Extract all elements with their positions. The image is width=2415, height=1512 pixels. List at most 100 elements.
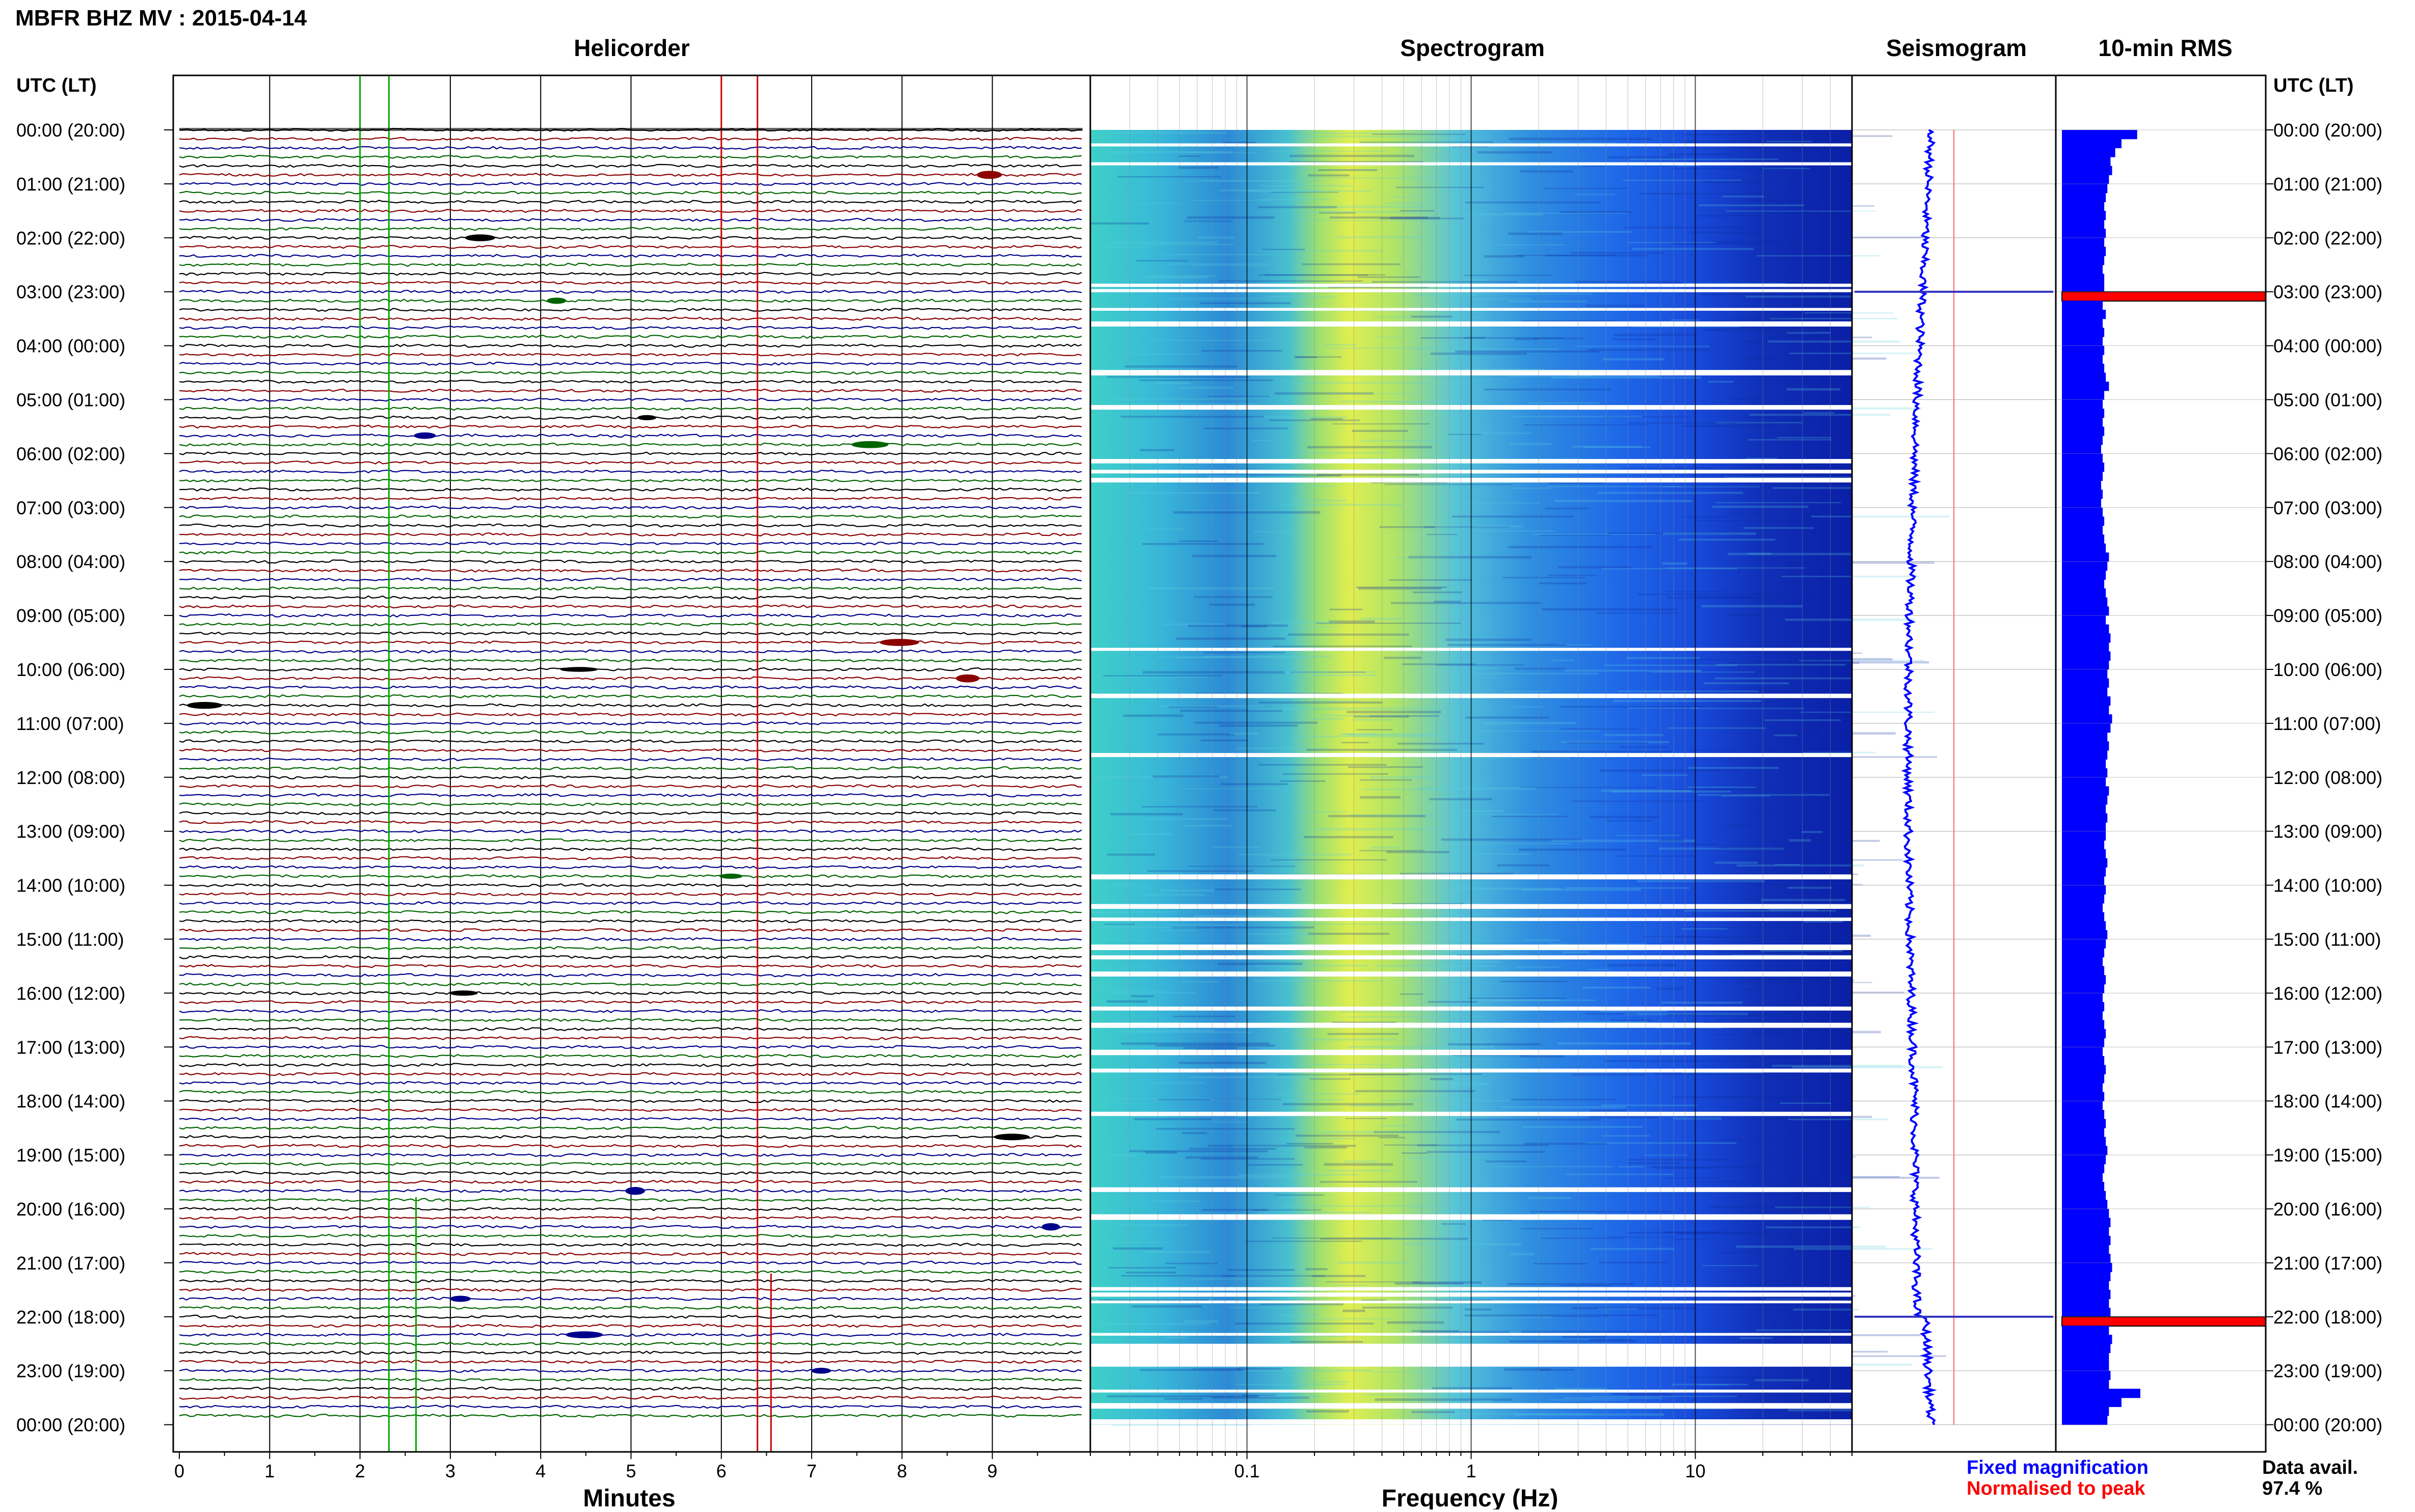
time-label-right: 13:00 (09:00) xyxy=(2273,821,2382,842)
spectrogram-texture xyxy=(1707,1034,1814,1036)
time-label-right: 11:00 (07:00) xyxy=(2273,713,2381,734)
rms-bar xyxy=(2062,1370,2111,1380)
time-label-right: 03:00 (23:00) xyxy=(2273,282,2382,303)
time-label-left: 23:00 (19:00) xyxy=(16,1361,125,1382)
helicorder-trace xyxy=(179,1378,1082,1382)
spectrogram-texture xyxy=(1520,170,1573,173)
spectrogram-texture xyxy=(1591,1248,1675,1250)
helicorder-trace xyxy=(179,1297,1082,1301)
spectrogram-x-tick-label: 1 xyxy=(1466,1461,1476,1481)
spectrogram-texture xyxy=(1295,356,1318,358)
spectrogram-texture xyxy=(1164,298,1272,300)
rms-bar xyxy=(2062,966,2105,976)
rms-bar xyxy=(2062,642,2109,652)
spectrogram-texture xyxy=(1796,1058,1837,1061)
spectrogram-texture xyxy=(1139,379,1273,382)
spectrogram-texture xyxy=(1152,775,1220,778)
spectrogram-texture xyxy=(1328,393,1413,394)
spectrogram-texture xyxy=(1671,1096,1805,1098)
helicorder-x-tick-label: 3 xyxy=(445,1461,455,1481)
spectrogram-texture xyxy=(1760,949,1843,952)
spectrogram-texture xyxy=(1183,1047,1238,1049)
data-avail-value: 97.4 % xyxy=(2262,1478,2322,1499)
spectrogram-texture xyxy=(1167,263,1270,265)
spectrogram-texture xyxy=(1146,818,1227,820)
spectrogram-texture xyxy=(1518,848,1626,851)
spectrogram-texture xyxy=(1768,909,1817,911)
spectrogram-texture xyxy=(1734,317,1798,319)
helicorder-trace xyxy=(179,892,1082,897)
spectrogram-texture xyxy=(1793,1248,1933,1250)
rms-bar xyxy=(2062,678,2109,688)
spectrogram-texture xyxy=(1415,348,1559,350)
spectrogram-texture xyxy=(1184,1320,1219,1323)
spectrogram-texture xyxy=(1522,1126,1643,1128)
spectrogram-texture xyxy=(1728,1056,1758,1058)
helicorder-event xyxy=(977,171,1002,179)
spectrogram-texture xyxy=(1772,1065,1903,1067)
spectrogram-texture xyxy=(1259,185,1353,187)
spectrogram-texture xyxy=(1544,187,1629,190)
spectrogram-texture xyxy=(1352,429,1408,432)
spectrogram-texture xyxy=(1361,617,1402,620)
spectrogram-texture xyxy=(1804,312,1894,314)
rms-bar xyxy=(2062,813,2108,823)
spectrogram-texture xyxy=(1743,527,1814,529)
spectrogram-texture xyxy=(1183,788,1277,790)
spectrogram-texture xyxy=(1213,809,1276,812)
spectrogram-texture xyxy=(1123,714,1184,717)
helicorder-trace xyxy=(179,262,1082,267)
spectrogram-texture xyxy=(1293,923,1426,925)
spectrogram-texture xyxy=(1404,1243,1522,1246)
spectrogram-texture xyxy=(1316,623,1461,624)
rms-bar xyxy=(2062,651,2111,661)
rms-bar xyxy=(2062,480,2101,490)
spectrogram-texture xyxy=(1102,1098,1213,1099)
spectrogram-texture xyxy=(1294,356,1341,358)
spectrogram-texture xyxy=(1230,732,1258,735)
spectrogram-texture xyxy=(1305,132,1413,134)
spectrogram-texture xyxy=(1793,934,1871,937)
spectrogram-texture xyxy=(1581,166,1604,167)
spectrogram-texture xyxy=(1719,1252,1802,1254)
helicorder-trace xyxy=(179,559,1082,564)
spectrogram-texture xyxy=(1125,1272,1176,1274)
rms-bar xyxy=(2062,355,2103,364)
spectrogram-texture xyxy=(1111,992,1196,994)
spectrogram-texture xyxy=(1112,883,1135,886)
spectrogram-texture xyxy=(1099,1299,1209,1302)
spectrogram-texture xyxy=(1142,671,1285,674)
spectrogram-texture xyxy=(1302,169,1385,171)
spectrogram-texture xyxy=(1145,1151,1178,1154)
spectrogram-texture xyxy=(1661,1001,1743,1004)
spectrogram-texture xyxy=(1348,1045,1494,1048)
rms-bar xyxy=(2062,202,2105,211)
spectrogram-texture xyxy=(1325,344,1357,346)
spectrogram-texture xyxy=(1307,446,1432,449)
spectrogram-texture xyxy=(1507,1283,1635,1285)
rms-bar xyxy=(2062,166,2112,175)
spectrogram-texture xyxy=(1627,1162,1680,1165)
spectrogram-texture xyxy=(1311,1275,1366,1277)
helicorder-trace xyxy=(179,380,1082,384)
rms-bar xyxy=(2062,624,2109,634)
spectrogram-texture xyxy=(1281,1205,1434,1207)
spectrogram-texture xyxy=(1733,954,1807,956)
rms-bar xyxy=(2062,1407,2109,1416)
spectrogram-texture xyxy=(1548,574,1597,576)
spectrogram-texture xyxy=(1448,434,1482,435)
spectrogram-texture xyxy=(1172,1015,1235,1017)
spectrogram-texture xyxy=(1745,160,1838,163)
helicorder-trace xyxy=(179,1036,1082,1040)
spectrogram-texture xyxy=(1164,924,1245,926)
spectrogram-texture xyxy=(1748,439,1832,441)
spectrogram-texture xyxy=(1400,993,1424,995)
spectrogram-texture xyxy=(1119,911,1181,913)
spectrogram-texture xyxy=(1803,920,1843,923)
spectrogram-texture xyxy=(1380,1100,1510,1101)
spectrogram-texture xyxy=(1587,348,1710,351)
rms-bar xyxy=(2062,561,2108,571)
spectrogram-texture xyxy=(1799,660,1924,661)
spectrogram-texture xyxy=(1408,1157,1447,1159)
time-label-right: 21:00 (17:00) xyxy=(2273,1253,2382,1274)
